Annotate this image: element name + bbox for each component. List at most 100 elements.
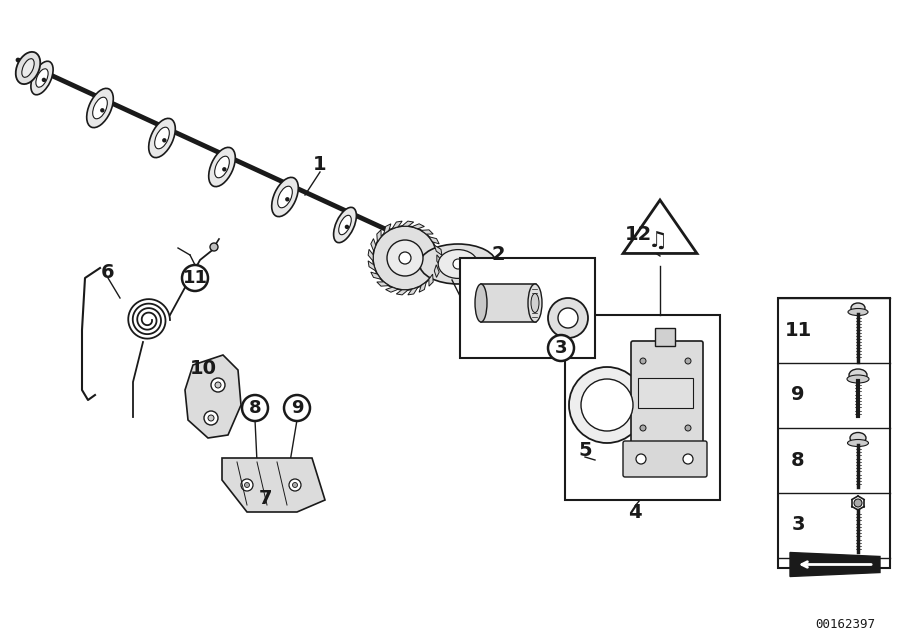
Ellipse shape	[215, 156, 230, 178]
Polygon shape	[377, 282, 389, 286]
Text: 3: 3	[791, 516, 805, 534]
Circle shape	[289, 479, 301, 491]
Circle shape	[548, 335, 574, 361]
Text: 8: 8	[791, 450, 805, 469]
Polygon shape	[368, 249, 373, 261]
Circle shape	[208, 415, 214, 421]
Polygon shape	[385, 287, 398, 292]
Text: 9: 9	[291, 399, 303, 417]
Ellipse shape	[848, 439, 868, 446]
Circle shape	[683, 454, 693, 464]
Polygon shape	[185, 355, 241, 438]
Polygon shape	[396, 290, 409, 295]
Circle shape	[581, 379, 633, 431]
Ellipse shape	[528, 284, 542, 322]
Circle shape	[548, 298, 588, 338]
Polygon shape	[392, 221, 402, 229]
Circle shape	[210, 243, 218, 251]
Bar	[481, 284, 536, 322]
Ellipse shape	[278, 186, 293, 208]
Text: 8: 8	[248, 399, 261, 417]
Ellipse shape	[850, 432, 866, 443]
Circle shape	[223, 168, 226, 171]
Circle shape	[854, 499, 862, 507]
Ellipse shape	[438, 249, 478, 279]
Bar	[778, 298, 890, 568]
Ellipse shape	[849, 369, 867, 381]
Ellipse shape	[334, 207, 356, 243]
Polygon shape	[377, 230, 381, 242]
Circle shape	[286, 198, 289, 201]
Polygon shape	[436, 255, 442, 266]
Circle shape	[640, 358, 646, 364]
Circle shape	[685, 358, 691, 364]
Ellipse shape	[338, 215, 351, 235]
Bar	[565, 315, 720, 500]
Circle shape	[569, 367, 645, 443]
Text: 6: 6	[101, 263, 115, 282]
Circle shape	[453, 259, 463, 269]
Ellipse shape	[86, 88, 113, 128]
Ellipse shape	[148, 118, 176, 158]
Polygon shape	[623, 200, 697, 254]
FancyBboxPatch shape	[623, 441, 707, 477]
Text: 3: 3	[554, 339, 567, 357]
Ellipse shape	[209, 148, 235, 186]
Polygon shape	[790, 553, 880, 576]
Ellipse shape	[93, 97, 107, 119]
Bar	[460, 258, 595, 358]
Bar	[638, 378, 693, 408]
Circle shape	[101, 109, 104, 112]
Polygon shape	[371, 238, 375, 251]
Ellipse shape	[272, 177, 298, 217]
Polygon shape	[429, 274, 433, 286]
Polygon shape	[429, 237, 439, 244]
Circle shape	[284, 395, 310, 421]
Circle shape	[558, 308, 578, 328]
Polygon shape	[421, 230, 433, 234]
Text: 9: 9	[791, 385, 805, 404]
Circle shape	[292, 483, 298, 488]
Ellipse shape	[475, 284, 487, 322]
Polygon shape	[371, 272, 381, 279]
Text: 1: 1	[313, 155, 327, 174]
Polygon shape	[401, 221, 414, 226]
Ellipse shape	[419, 244, 497, 284]
Circle shape	[346, 225, 348, 228]
Circle shape	[215, 382, 221, 388]
Polygon shape	[222, 458, 325, 512]
Text: ♫: ♫	[648, 231, 668, 251]
Ellipse shape	[848, 308, 868, 315]
Text: 11: 11	[183, 269, 208, 287]
Text: 2: 2	[491, 245, 505, 265]
Polygon shape	[383, 224, 391, 234]
FancyBboxPatch shape	[631, 341, 703, 465]
Polygon shape	[435, 265, 439, 277]
Circle shape	[640, 425, 646, 431]
Polygon shape	[408, 287, 418, 295]
Circle shape	[211, 378, 225, 392]
Circle shape	[373, 226, 437, 290]
Ellipse shape	[22, 59, 34, 78]
Text: 00162397: 00162397	[815, 618, 875, 632]
Ellipse shape	[847, 375, 869, 383]
Circle shape	[182, 265, 208, 291]
Polygon shape	[412, 224, 425, 229]
Circle shape	[241, 479, 253, 491]
Circle shape	[204, 411, 218, 425]
Text: 10: 10	[190, 359, 217, 378]
Circle shape	[242, 395, 268, 421]
Ellipse shape	[851, 303, 865, 313]
Ellipse shape	[15, 52, 40, 84]
Text: 11: 11	[785, 321, 812, 340]
Circle shape	[42, 78, 45, 81]
Text: 4: 4	[628, 504, 642, 523]
Circle shape	[163, 139, 166, 142]
Text: 12: 12	[625, 226, 652, 244]
Polygon shape	[435, 245, 442, 255]
Ellipse shape	[531, 293, 539, 312]
Circle shape	[387, 240, 423, 276]
Ellipse shape	[36, 69, 48, 87]
Circle shape	[399, 252, 411, 264]
Bar	[655, 328, 675, 346]
